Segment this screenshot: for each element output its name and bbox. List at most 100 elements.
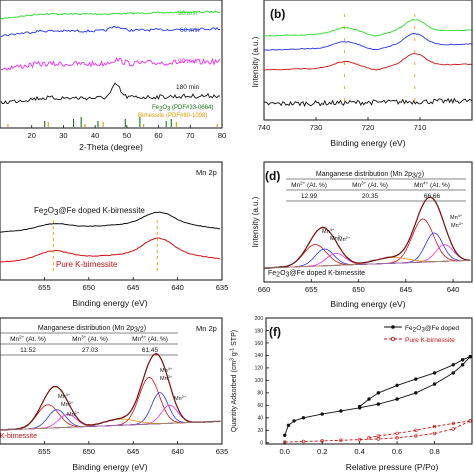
panel-f-point-0-adsorption-9 <box>414 391 418 395</box>
panel-f-x-axis-label: Relative pressure (P/Po) <box>346 462 439 472</box>
panel-f-y-tick-label-180: 180 <box>255 328 264 334</box>
panel-a-x-tick-label-40: 40 <box>91 131 99 140</box>
panel-e-peak-label-mn4-left: Mn4+ <box>58 392 71 400</box>
panel-f-point-0-adsorption-2 <box>292 419 296 423</box>
panel-a-x-tick-label-20: 20 <box>28 131 36 140</box>
panel-d-component-4 <box>263 248 471 269</box>
panel-b-curve-1 <box>263 33 472 51</box>
panel-f-point-0-adsorption-3 <box>301 416 306 420</box>
panel-f-point-0-adsorption-4 <box>320 412 324 416</box>
panel-e-table-header-mn3: Mn3+ (At. %) <box>72 335 108 344</box>
panel-a-label-30min: 30 min <box>178 10 198 17</box>
panel-f-point-0-adsorption-12 <box>460 363 465 367</box>
panel-a-x-tick-label-30: 30 <box>59 131 67 140</box>
panel-c-label-fe-doped: Fe2O3@Fe doped K-birnessite <box>34 206 145 217</box>
panel-f-point-0-adsorption-5 <box>339 409 343 413</box>
panel-e-sample-label: K-birnessite <box>0 433 37 440</box>
panel-d-frame <box>263 161 473 283</box>
panel-d-x-tick-label-650: 650 <box>352 285 365 294</box>
panel-e-x-ticks: 655 650 645 640 635 <box>38 441 228 456</box>
panel-f-point-1-desorption-3 <box>414 428 418 432</box>
panel-d-table-value-mn3: 20.35 <box>362 193 379 200</box>
panel-f: (f) Quantity Adsorbed (cm3 g-1 STP) 0 20 4… <box>230 316 473 472</box>
panel-b-x-tick-label-720: 720 <box>362 123 375 132</box>
panel-f-point-1-adsorption-3 <box>339 438 343 442</box>
panel-f-point-0-desorption-8 <box>357 404 362 409</box>
panel-f-point-1-desorption-1 <box>451 421 455 426</box>
panel-d-peak-label-mn4-right: Mn4+ <box>450 213 463 221</box>
panel-a-curve-60min <box>0 26 221 38</box>
panel-f-point-0-desorption-3 <box>432 371 437 375</box>
panel-d-sample-label: Fe2O3@Fe doped K-birnessite <box>268 270 365 279</box>
panel-c-x-ticks: 655 650 645 640 635 <box>38 277 228 292</box>
panel-e-x-tick-label-650: 650 <box>83 447 96 456</box>
panel-f-y-axis-label: Quantity Adsorbed (cm3 g-1 STP) <box>230 330 239 432</box>
panel-f-point-1-desorption-5 <box>376 434 381 438</box>
panel-e-table-header-mn4: Mn4+ (At. %) <box>132 335 168 344</box>
panel-a-x-axis-label: 2-Theta (degree) <box>79 142 143 152</box>
panel-e-curves <box>0 352 223 431</box>
panel-d-raw-data <box>263 196 471 270</box>
panel-f-y-tick-label-140: 140 <box>255 353 264 359</box>
panel-b-x-ticks: 740 730 720 710 <box>258 117 427 132</box>
panel-f-y-tick-label-20: 20 <box>257 428 263 434</box>
panel-d-x-axis-label: Binding energy (eV) <box>330 299 405 309</box>
panel-e-table-value-mn3: 27.03 <box>82 347 99 354</box>
panel-c-curve-1 <box>0 237 221 263</box>
panel-e-peak-label-mn2-right: Mn2+ <box>174 394 187 402</box>
panel-f-point-0-desorption-6 <box>376 391 381 395</box>
panel-f-x-tick-label-0.6: 0.6 <box>392 447 402 456</box>
panel-f-point-1-desorption-2 <box>432 424 437 429</box>
panel-d-curves <box>263 196 473 270</box>
panel-d-x-tick-label-660: 660 <box>258 285 271 294</box>
panel-e-title: Mn 2p <box>196 324 217 333</box>
panel-d-envelope <box>263 196 471 269</box>
panel-f-frame <box>265 317 473 445</box>
panel-b-curve-2 <box>263 53 472 71</box>
panel-a-curve-30min <box>0 10 221 20</box>
panel-b-x-tick-label-710: 710 <box>414 123 427 132</box>
panel-c-x-tick-label-650: 650 <box>83 283 96 292</box>
panel-b-curve-3 <box>263 97 472 108</box>
panel-f-point-0-desorption-7 <box>367 397 371 401</box>
panel-d-component-0 <box>263 218 471 269</box>
panel-f-y-tick-label-40: 40 <box>257 416 263 422</box>
panel-e-peak-label-mn4-right: Mn4+ <box>160 366 173 374</box>
panel-f-point-1-adsorption-5 <box>376 437 381 441</box>
panel-f-y-tick-label-80: 80 <box>257 391 263 397</box>
panel-f-point-0-desorption-4 <box>414 377 418 381</box>
panel-e-x-tick-label-645: 645 <box>127 447 140 456</box>
panel-e-component-3 <box>0 404 221 431</box>
panel-b-curve-0 <box>263 19 472 37</box>
panel-f-point-0-adsorption-10 <box>432 382 437 386</box>
panel-a-label-90min: 90 min <box>178 58 198 65</box>
panel-d-x-tick-label-640: 640 <box>447 285 460 294</box>
panel-b-y-axis-label: Intensity (a.u.) <box>251 36 260 87</box>
panel-f-point-0-desorption-5 <box>395 383 399 388</box>
panel-e-peak-label-mn3-right: Mn3+ <box>160 374 173 382</box>
panel-c-x-axis-label: Binding energy (eV) <box>72 298 147 308</box>
panel-e-x-tick-label-655: 655 <box>38 447 51 456</box>
panel-b-label: (b) <box>270 7 285 21</box>
panel-d-peak-label-mn2-left: Mn2+ <box>338 235 351 243</box>
panel-f-y-tick-label-100: 100 <box>255 378 264 384</box>
panel-a-x-tick-label-50: 50 <box>123 131 131 140</box>
panel-c-peak-markers <box>52 220 158 272</box>
panel-e-table-value-mn2: 11.52 <box>20 347 36 354</box>
panel-a-legend-fe2o3: Fe2O3 (PDF#33-0664) <box>152 105 213 113</box>
panel-e: Mn 2p Manganese distribution (Mn 2p3/2) … <box>0 317 228 472</box>
panel-c-x-tick-label-655: 655 <box>38 283 51 292</box>
panel-c-x-tick-label-635: 635 <box>216 283 229 292</box>
panel-f-point-1-adsorption-1 <box>301 439 306 444</box>
panel-f-point-0-adsorption-1 <box>286 423 291 427</box>
panel-c-frame <box>0 161 223 281</box>
panel-f-point-1-adsorption-8 <box>432 431 437 436</box>
panel-c: Mn 2p Fe2O3@Fe doped K-birnessite Pure K… <box>0 161 228 308</box>
panel-b-x-tick-label-730: 730 <box>310 123 323 132</box>
panel-a-x-tick-label-60: 60 <box>154 131 162 140</box>
panel-e-x-tick-label-635: 635 <box>216 447 229 456</box>
panel-d-component-5 <box>263 252 471 269</box>
panel-e-envelope <box>0 353 221 431</box>
panel-f-point-1-desorption-4 <box>395 431 399 436</box>
